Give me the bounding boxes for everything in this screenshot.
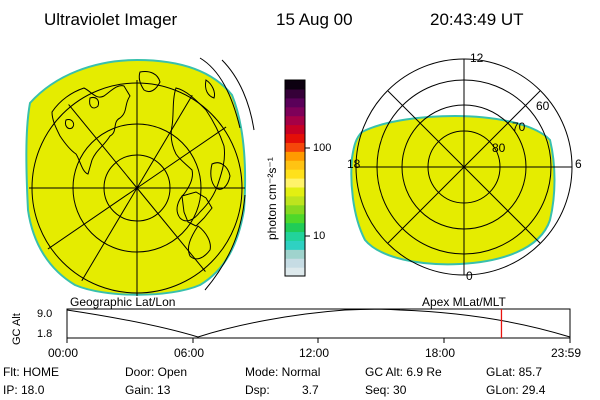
apex-image-panel: 12 0 18 6 60 70 80 xyxy=(347,51,582,283)
timeline-axis-label: GC Alt xyxy=(11,313,23,345)
colorbar-cell xyxy=(285,186,305,197)
timeline-tick-1200: 12:00 xyxy=(299,346,329,360)
aurora-image-geographic xyxy=(25,58,247,296)
colorbar-cell xyxy=(285,240,305,250)
mlt-label-0: 0 xyxy=(466,269,473,283)
geo-longitude: GLon: 29.4 xyxy=(486,383,546,397)
mode-status: Mode: Normal xyxy=(245,365,320,379)
timeline-tick-0600: 06:00 xyxy=(174,346,204,360)
app-title: Ultraviolet Imager xyxy=(44,10,178,29)
colorbar-cell xyxy=(285,160,305,170)
time-label: 20:43:49 UT xyxy=(430,10,524,29)
colorbar-cell xyxy=(285,178,305,188)
colorbar-cell xyxy=(285,204,305,215)
gain-value: Gain: 13 xyxy=(125,383,171,397)
timeline-tick-0000: 00:00 xyxy=(48,346,78,360)
geo-latitude: GLat: 85.7 xyxy=(486,365,542,379)
continent-outlines xyxy=(51,71,231,260)
timeline-y-top: 9.0 xyxy=(37,308,52,320)
colorbar-cell xyxy=(285,88,305,99)
colorbar-cell xyxy=(285,124,305,135)
colorbar-cell xyxy=(285,115,305,126)
mlt-label-6: 6 xyxy=(575,157,582,171)
geographic-image-panel xyxy=(25,57,255,296)
flight-status: Flt: HOME xyxy=(3,365,59,379)
colorbar-cell xyxy=(285,151,305,161)
apex-grid xyxy=(355,58,573,276)
colorbar-unit-label: photon cm⁻²s⁻¹ xyxy=(265,157,279,240)
mlt-label-12: 12 xyxy=(470,51,484,65)
colorbar-cell xyxy=(285,142,305,152)
dsp-value: 3.7 xyxy=(302,383,319,397)
lat-label-60: 60 xyxy=(536,99,550,113)
colorbar-cell xyxy=(285,258,305,268)
sequence-value: Seq: 30 xyxy=(365,383,407,397)
colorbar-tick-100: 100 xyxy=(313,142,331,154)
colorbar: 100 10 photon cm⁻²s⁻¹ xyxy=(265,79,331,277)
colorbar-cell xyxy=(285,213,305,224)
colorbar-cell xyxy=(285,97,305,108)
colorbar-cell xyxy=(285,249,305,259)
lat-label-80: 80 xyxy=(492,141,506,155)
door-status: Door: Open xyxy=(125,365,187,379)
timeline-y-bottom: 1.8 xyxy=(37,328,52,340)
colorbar-cell xyxy=(285,222,305,233)
timeline-tick-2359: 23:59 xyxy=(551,346,581,360)
timeline-tick-1800: 18:00 xyxy=(425,346,455,360)
mlt-label-18: 18 xyxy=(347,157,361,171)
altitude-curve xyxy=(66,308,571,338)
ip-value: IP: 18.0 xyxy=(3,383,45,397)
altitude-timeline: GC Alt 9.0 1.8 00:00 06:00 12:00 18:00 2… xyxy=(11,308,581,360)
date-label: 15 Aug 00 xyxy=(276,10,353,29)
colorbar-cell xyxy=(285,80,305,90)
colorbar-tick-10: 10 xyxy=(313,230,325,242)
gc-altitude: GC Alt: 6.9 Re xyxy=(365,365,442,379)
colorbar-cell xyxy=(285,106,305,117)
aurora-image-apex xyxy=(350,114,556,266)
colorbar-cell xyxy=(285,133,305,143)
lat-label-70: 70 xyxy=(512,120,526,134)
colorbar-cell xyxy=(285,195,305,206)
colorbar-cell xyxy=(285,231,305,241)
colorbar-cell xyxy=(285,169,305,179)
geographic-panel-label: Geographic Lat/Lon xyxy=(70,295,175,309)
apex-panel-label: Apex MLat/MLT xyxy=(422,295,506,309)
colorbar-cell xyxy=(285,267,305,277)
status-info: Flt: HOME IP: 18.0 Door: Open Gain: 13 M… xyxy=(3,365,546,397)
dsp-label: Dsp: xyxy=(245,383,270,397)
